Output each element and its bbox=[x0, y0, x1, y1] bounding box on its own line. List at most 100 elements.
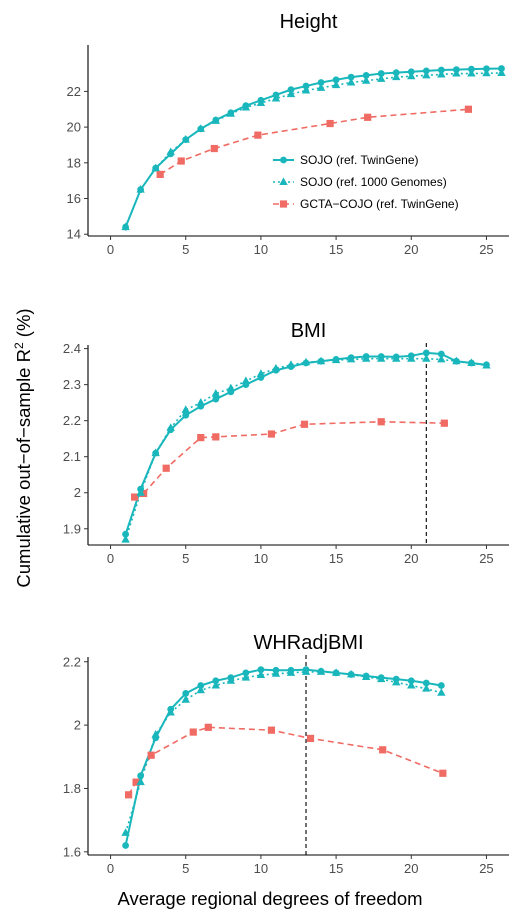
data-point-triangle bbox=[467, 68, 476, 77]
data-point-circle bbox=[242, 381, 250, 389]
data-point-circle bbox=[377, 353, 385, 360]
data-point-triangle bbox=[437, 354, 446, 363]
y-tick-label: 2 bbox=[74, 718, 81, 733]
data-point-triangle bbox=[497, 68, 506, 77]
data-point-circle bbox=[197, 125, 205, 133]
x-tick-label: 10 bbox=[254, 551, 268, 566]
data-point-circle bbox=[347, 73, 355, 81]
data-point-square bbox=[189, 728, 197, 736]
data-point-circle bbox=[392, 675, 400, 683]
data-point-circle bbox=[257, 666, 265, 674]
data-point-circle bbox=[152, 164, 160, 172]
y-tick-label: 20 bbox=[67, 120, 81, 135]
data-point-circle bbox=[182, 411, 190, 419]
data-point-square bbox=[124, 791, 133, 799]
data-point-square bbox=[132, 778, 140, 786]
x-tick-label: 15 bbox=[329, 861, 343, 876]
data-point-triangle bbox=[286, 89, 296, 98]
data-point-circle bbox=[332, 356, 340, 363]
data-point-circle bbox=[377, 70, 385, 77]
data-point-circle bbox=[392, 353, 400, 361]
data-point-triangle bbox=[241, 672, 251, 681]
data-point-square bbox=[379, 746, 387, 754]
data-point-square bbox=[326, 119, 334, 128]
chart-panel-2: BMI 0 5 10 15 20 25 1.9 2 2.1 2.2 2.3 2.4 bbox=[63, 320, 509, 566]
data-point-circle bbox=[332, 76, 340, 84]
data-point-circle bbox=[287, 86, 295, 94]
series-line-1 bbox=[124, 351, 487, 535]
x-tick-label: 0 bbox=[107, 861, 114, 876]
y-tick-label: 1.8 bbox=[63, 781, 81, 796]
data-point-circle bbox=[332, 669, 340, 677]
data-point-circle bbox=[377, 674, 385, 681]
legend-key-circle bbox=[280, 156, 287, 164]
data-point-triangle bbox=[256, 670, 266, 679]
data-point-circle bbox=[347, 671, 355, 678]
x-tick-label: 15 bbox=[329, 551, 343, 566]
data-point-circle bbox=[407, 352, 415, 360]
data-point-square bbox=[177, 157, 185, 165]
data-point-square bbox=[300, 420, 309, 428]
data-point-square bbox=[162, 464, 170, 472]
data-point-circle bbox=[152, 449, 160, 457]
data-point-circle bbox=[317, 357, 325, 365]
y-tick-label: 2.1 bbox=[63, 449, 81, 464]
legend-key-square bbox=[279, 200, 288, 208]
data-point-circle bbox=[317, 667, 325, 675]
data-point-triangle bbox=[482, 68, 491, 77]
legend-label: SOJO (ref. 1000 Genomes) bbox=[300, 175, 447, 189]
data-point-triangle bbox=[301, 85, 311, 94]
panel-title: BMI bbox=[291, 320, 327, 342]
x-tick-label: 20 bbox=[404, 861, 418, 876]
data-point-circle bbox=[242, 102, 250, 110]
data-point-circle bbox=[212, 395, 220, 403]
data-point-circle bbox=[422, 349, 430, 357]
y-tick-label: 1.9 bbox=[63, 521, 81, 536]
data-point-triangle bbox=[211, 389, 221, 397]
series-line-3 bbox=[127, 726, 444, 796]
data-point-circle bbox=[212, 677, 220, 685]
data-point-square bbox=[210, 144, 218, 153]
data-point-triangle bbox=[422, 354, 431, 362]
data-point-square bbox=[131, 493, 139, 501]
series-line-2 bbox=[124, 357, 487, 540]
data-point-circle bbox=[242, 669, 250, 677]
x-tick-label: 0 bbox=[107, 551, 114, 566]
data-point-triangle bbox=[136, 777, 145, 786]
data-point-circle bbox=[422, 679, 430, 687]
x-axis-title: Average regional degrees of freedom bbox=[117, 888, 422, 909]
data-point-circle bbox=[437, 66, 445, 74]
data-point-circle bbox=[257, 374, 265, 381]
data-point-square bbox=[156, 170, 164, 179]
data-point-circle bbox=[347, 354, 355, 362]
y-tick-label: 22 bbox=[67, 84, 81, 99]
data-point-triangle bbox=[346, 77, 356, 86]
data-point-circle bbox=[272, 91, 280, 99]
panel-title: Height bbox=[280, 11, 338, 33]
y-tick-label: 2.4 bbox=[63, 341, 81, 356]
data-point-square bbox=[464, 105, 473, 113]
data-point-square bbox=[377, 418, 385, 426]
data-point-circle bbox=[392, 69, 400, 77]
data-point-circle bbox=[182, 690, 190, 697]
x-tick-label: 15 bbox=[329, 242, 343, 257]
data-point-circle bbox=[167, 705, 175, 713]
data-point-circle bbox=[483, 65, 490, 73]
y-tick-label: 2 bbox=[74, 485, 81, 500]
data-point-circle bbox=[227, 109, 235, 117]
data-point-circle bbox=[137, 485, 145, 493]
data-point-circle bbox=[137, 186, 145, 193]
data-point-circle bbox=[302, 666, 310, 674]
y-tick-label: 2.2 bbox=[63, 654, 81, 669]
chart-panel-1: Height 0 5 10 15 20 25 14 16 18 20 22 SOJO (ref. Twi… bbox=[67, 11, 509, 257]
data-point-circle bbox=[422, 67, 430, 75]
data-point-circle bbox=[212, 116, 220, 124]
x-tick-label: 5 bbox=[182, 551, 189, 566]
data-point-circle bbox=[317, 79, 325, 86]
series-line-1 bbox=[124, 668, 442, 846]
data-point-triangle bbox=[331, 80, 341, 89]
data-point-triangle bbox=[361, 76, 371, 84]
data-point-circle bbox=[182, 136, 190, 144]
x-tick-label: 5 bbox=[182, 861, 189, 876]
data-point-square bbox=[140, 489, 148, 498]
